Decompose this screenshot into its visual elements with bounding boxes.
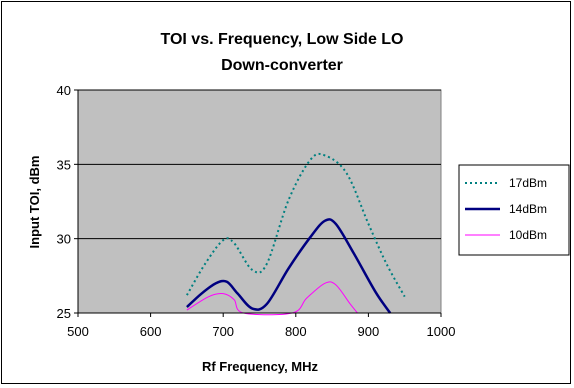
y-tick-label-3: 40: [57, 83, 71, 98]
chart-title-line2: Down-converter: [221, 57, 343, 74]
x-tick-label-1: 600: [140, 324, 162, 339]
legend-label-10dBm: 10dBm: [509, 228, 547, 242]
y-tick-label-1: 30: [57, 232, 71, 247]
x-tick-label-0: 500: [67, 324, 89, 339]
x-tick-label-3: 800: [285, 324, 307, 339]
x-axis-label: Rf Frequency, MHz: [202, 359, 319, 374]
y-axis-label: Input TOI, dBm: [27, 156, 42, 249]
chart-title-line1: TOI vs. Frequency, Low Side LO: [160, 31, 403, 48]
legend-label-17dBm: 17dBm: [509, 176, 547, 190]
legend: 17dBm 14dBm 10dBm: [465, 176, 547, 242]
axes: 500 600 700 800 900 1000 25 30 35 40: [57, 83, 456, 339]
legend-label-14dBm: 14dBm: [509, 202, 547, 216]
y-tick-label-0: 25: [57, 306, 71, 321]
plot-area: [77, 89, 442, 314]
grid-lines: [78, 89, 441, 240]
series-line-14dBm: [186, 218, 392, 314]
x-tick-label-5: 1000: [427, 324, 456, 339]
y-tick-label-2: 35: [57, 157, 71, 172]
x-tick-label-2: 700: [212, 324, 234, 339]
x-tick-label-4: 900: [358, 324, 380, 339]
series-line-17dBm: [186, 152, 406, 298]
